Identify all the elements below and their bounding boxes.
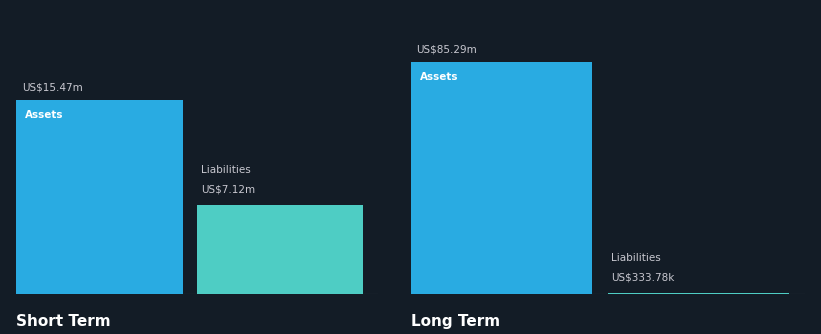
Bar [410,62,592,294]
Text: US$333.78k: US$333.78k [612,273,675,283]
Text: Assets: Assets [25,110,64,120]
Text: Assets: Assets [420,72,459,82]
Text: US$7.12m: US$7.12m [200,185,255,195]
Text: Liabilities: Liabilities [612,253,661,263]
Text: US$85.29m: US$85.29m [416,44,477,54]
Bar [197,205,363,294]
Bar [16,100,182,294]
Bar [608,293,789,294]
Text: Short Term: Short Term [16,314,111,329]
Text: Long Term: Long Term [410,314,500,329]
Text: Liabilities: Liabilities [200,165,250,175]
Text: US$15.47m: US$15.47m [22,82,83,93]
